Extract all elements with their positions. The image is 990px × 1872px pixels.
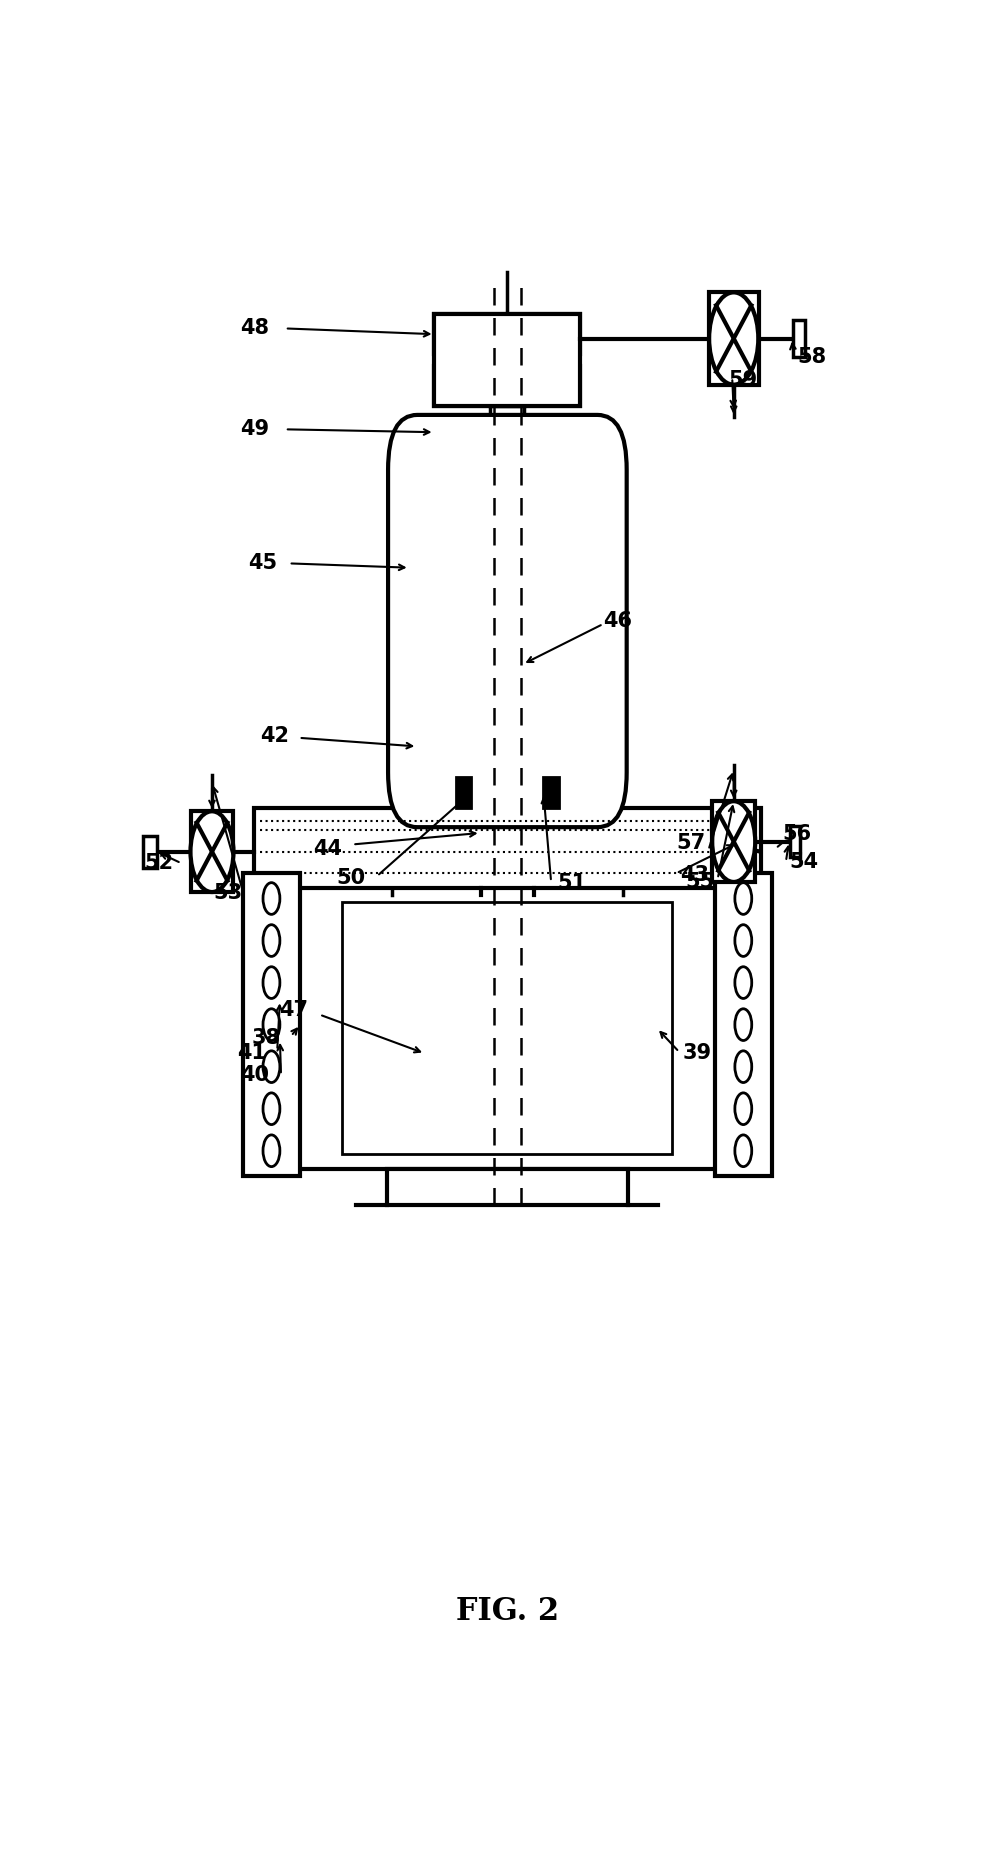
Bar (143, 835, 156, 867)
Bar (435, 365, 580, 406)
Circle shape (263, 1134, 280, 1166)
Text: 45: 45 (248, 554, 277, 573)
Circle shape (263, 884, 280, 914)
Text: 53: 53 (214, 884, 243, 904)
Circle shape (735, 1093, 751, 1125)
Text: 54: 54 (790, 852, 819, 872)
Circle shape (735, 1134, 751, 1166)
Circle shape (263, 966, 280, 998)
Bar (793, 320, 806, 358)
Text: 49: 49 (241, 419, 269, 440)
Circle shape (735, 925, 751, 957)
Circle shape (190, 811, 234, 893)
Bar (715, 872, 772, 1176)
Bar (456, 777, 471, 809)
Bar (790, 826, 801, 857)
Bar (488, 545, 527, 586)
Bar (343, 902, 672, 1155)
Text: 42: 42 (259, 726, 289, 747)
Bar (435, 314, 580, 354)
Circle shape (735, 1009, 751, 1041)
Text: FIG. 2: FIG. 2 (455, 1595, 559, 1627)
Text: 56: 56 (782, 824, 811, 844)
Bar (289, 887, 726, 1168)
Circle shape (735, 884, 751, 914)
Text: 43: 43 (680, 865, 709, 885)
Bar (709, 292, 758, 386)
Circle shape (263, 1093, 280, 1125)
Bar (435, 453, 580, 492)
Bar (435, 504, 580, 545)
Text: 44: 44 (314, 839, 343, 859)
Bar (435, 453, 580, 545)
Bar (712, 801, 755, 882)
Text: 39: 39 (682, 1043, 712, 1063)
Text: 46: 46 (603, 610, 633, 631)
Circle shape (263, 1009, 280, 1041)
Text: 51: 51 (557, 874, 586, 893)
Circle shape (263, 925, 280, 957)
Circle shape (263, 1050, 280, 1082)
Bar (254, 809, 760, 895)
Circle shape (712, 801, 755, 882)
Text: 50: 50 (337, 867, 365, 887)
Bar (435, 314, 580, 406)
FancyBboxPatch shape (388, 416, 627, 827)
Text: 55: 55 (685, 872, 715, 891)
Bar (190, 811, 234, 893)
Bar (435, 354, 580, 365)
Text: 59: 59 (729, 371, 757, 391)
Bar (544, 777, 558, 809)
Bar (435, 492, 580, 504)
Circle shape (735, 966, 751, 998)
Text: 38: 38 (252, 1028, 281, 1048)
Text: 48: 48 (241, 318, 269, 339)
Circle shape (735, 1050, 751, 1082)
Text: 41: 41 (237, 1043, 265, 1063)
Text: 47: 47 (279, 1000, 308, 1020)
Text: 57: 57 (676, 833, 705, 854)
Text: 40: 40 (241, 1065, 269, 1086)
Circle shape (709, 292, 758, 384)
Text: 58: 58 (797, 346, 827, 367)
Bar (243, 872, 300, 1176)
Bar (387, 1168, 628, 1206)
Text: 52: 52 (145, 854, 173, 872)
